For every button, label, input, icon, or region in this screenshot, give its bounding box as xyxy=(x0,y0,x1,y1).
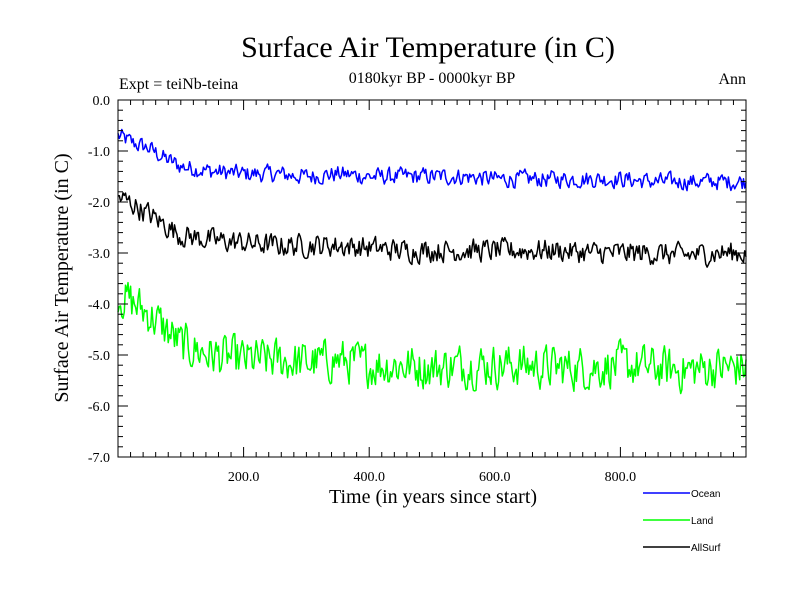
series-line-ocean xyxy=(117,128,747,192)
y-axis-label: Surface Air Temperature (in C) xyxy=(51,153,73,402)
y-tick-label: -5.0 xyxy=(88,349,110,364)
legend-label-ocean: Ocean xyxy=(691,489,720,500)
legend-label-allsurf: AllSurf xyxy=(691,543,721,554)
x-axis-label: Time (in years since start) xyxy=(329,486,537,508)
x-tick-label: 600.0 xyxy=(479,470,511,485)
y-tick-label: -7.0 xyxy=(88,451,110,466)
x-tick-label: 200.0 xyxy=(228,470,260,485)
tick-layer: 200.0 400.0 600.0 800.0 0.0 -1.0 -2.0 -3.0 -4.0 -… xyxy=(88,94,746,485)
series-line-allsurf xyxy=(117,192,747,268)
series-line-land xyxy=(117,281,747,395)
y-tick-label: -1.0 xyxy=(88,145,110,160)
plot-area-frame xyxy=(117,99,747,458)
legend: Ocean Land AllSurf xyxy=(643,489,721,554)
chart-title: Surface Air Temperature (in C) xyxy=(241,31,615,64)
y-tick-label: -2.0 xyxy=(88,196,110,211)
season-label: Ann xyxy=(718,71,746,88)
y-tick-label: -4.0 xyxy=(88,298,110,313)
y-tick-label: -6.0 xyxy=(88,400,110,415)
series-layer xyxy=(117,128,747,395)
y-tick-label: -3.0 xyxy=(88,247,110,262)
y-tick-label: 0.0 xyxy=(93,94,111,109)
x-tick-label: 800.0 xyxy=(605,470,637,485)
experiment-label: Expt = teiNb-teina xyxy=(119,76,238,93)
x-tick-label: 400.0 xyxy=(353,470,385,485)
legend-label-land: Land xyxy=(691,516,713,527)
chart-subtitle: 0180kyr BP - 0000kyr BP xyxy=(349,70,516,87)
